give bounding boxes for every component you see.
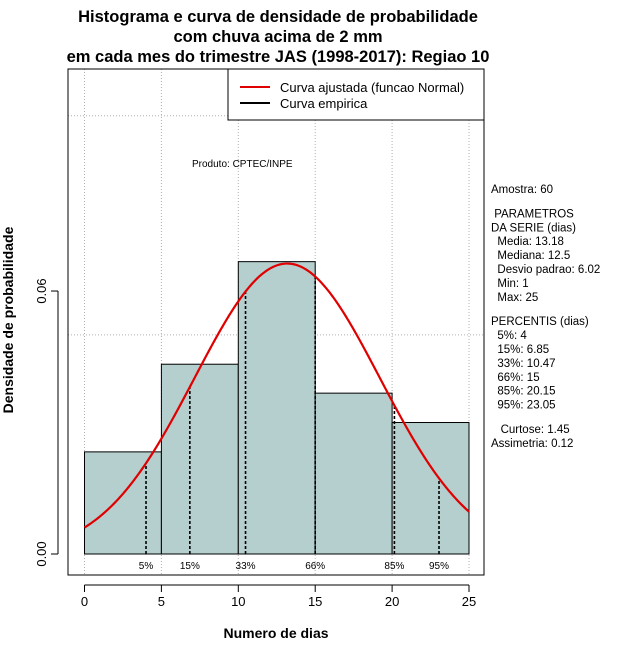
histogram-bar [160, 363, 239, 555]
x-axis-title: Numero de dias [223, 625, 328, 641]
histogram-bar [391, 422, 470, 555]
percentile-label: 33% [236, 561, 256, 572]
stats-line: PERCENTIS (dias) [491, 316, 589, 328]
histogram-bar [237, 261, 316, 555]
y-axis-title: Densidade de probabilidade [0, 226, 16, 413]
stats-line: Media: 13.18 [491, 236, 564, 248]
x-tick-label: 25 [462, 594, 476, 609]
stats-line: 66%: 15 [491, 372, 540, 384]
stats-line: DA SERIE (dias) [491, 222, 576, 234]
percentile-label: 66% [305, 561, 325, 572]
product-label: Produto: CPTEC/INPE [192, 159, 293, 170]
histogram-bar [84, 451, 162, 555]
stats-line: 15%: 6.85 [491, 344, 549, 356]
stats-line: Desvio padrao: 6.02 [491, 264, 600, 276]
stats-line: PARAMETROS [491, 208, 574, 220]
y-tick-label: 0.00 [34, 541, 49, 566]
chart-title-line-3: em cada mes do trimestre JAS (1998-2017)… [67, 48, 490, 66]
percentile-label: 85% [384, 561, 404, 572]
stats-line: Curtose: 1.45 [491, 424, 570, 436]
stats-line: Max: 25 [491, 292, 538, 304]
stats-line: 5%: 4 [491, 330, 527, 342]
histogram-bar [314, 392, 393, 555]
percentile-label: 15% [180, 561, 200, 572]
percentile-label: 5% [139, 561, 154, 572]
y-tick-label: 0.06 [34, 278, 49, 303]
stats-line: Mediana: 12.5 [491, 250, 570, 262]
legend-label: Curva empirica [280, 96, 368, 111]
stats-line: 33%: 10.47 [491, 358, 556, 370]
legend-label: Curva ajustada (funcao Normal) [280, 80, 464, 95]
x-tick-label: 15 [308, 594, 322, 609]
legend-box [227, 68, 485, 121]
x-tick-label: 20 [385, 594, 399, 609]
stats-line: Amostra: 60 [491, 184, 553, 196]
x-tick-label: 10 [231, 594, 245, 609]
x-tick-label: 0 [81, 594, 88, 609]
chart-title-line-2: com chuva acima de 2 mm [173, 28, 382, 46]
percentile-label: 95% [429, 561, 449, 572]
normal-fit-curve [83, 262, 470, 529]
x-tick-label: 5 [158, 594, 165, 609]
stats-line: Min: 1 [491, 278, 529, 290]
stats-line: 85%: 20.15 [491, 386, 556, 398]
chart-title-line-1: Histograma e curva de densidade de proba… [78, 8, 478, 26]
stats-line: 95%: 23.05 [491, 400, 556, 412]
stats-line: Assimetria: 0.12 [491, 438, 573, 450]
